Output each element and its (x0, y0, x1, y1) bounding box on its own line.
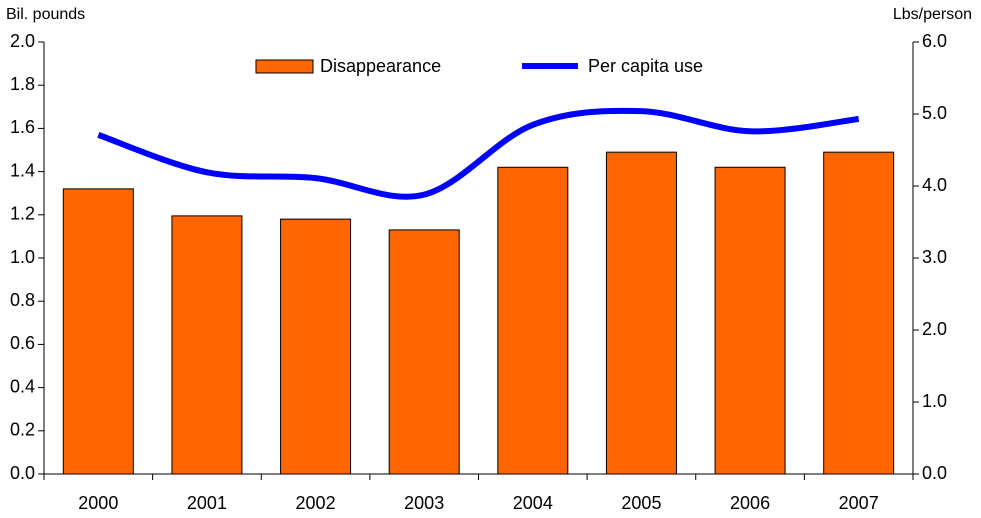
x-tick-label: 2005 (621, 493, 661, 513)
y-tick-label: 0.0 (10, 463, 35, 483)
y2-tick-label: 0.0 (922, 463, 947, 483)
y-tick-label: 1.8 (10, 74, 35, 94)
legend-swatch (255, 59, 314, 74)
y2-axis-title: Lbs/person (893, 6, 972, 23)
x-tick-label: 2002 (296, 493, 336, 513)
y-axis-title: Bil. pounds (6, 6, 85, 23)
bar (497, 166, 569, 475)
bar (171, 215, 243, 475)
y-tick-label: 1.4 (10, 160, 35, 180)
y2-tick-label: 6.0 (922, 31, 947, 51)
legend-label: Per capita use (588, 56, 703, 76)
x-tick-label: 2004 (513, 493, 553, 513)
x-tick-label: 2006 (730, 493, 770, 513)
y2-tick-label: 5.0 (922, 103, 947, 123)
bar (605, 151, 677, 475)
y-tick-label: 0.8 (10, 290, 35, 310)
bar (388, 229, 460, 475)
y2-tick-label: 2.0 (922, 319, 947, 339)
bar (823, 151, 895, 475)
y2-tick-label: 3.0 (922, 247, 947, 267)
bar (62, 188, 134, 475)
x-tick-label: 2000 (78, 493, 118, 513)
y-tick-label: 0.4 (10, 376, 35, 396)
x-tick-label: 2001 (187, 493, 227, 513)
x-tick-label: 2007 (839, 493, 879, 513)
bar (714, 166, 786, 475)
legend-label: Disappearance (320, 56, 441, 76)
line (97, 107, 860, 200)
y-tick-label: 1.2 (10, 204, 35, 224)
y2-tick-label: 1.0 (922, 391, 947, 411)
x-tick-label: 2003 (404, 493, 444, 513)
y-tick-label: 0.2 (10, 420, 35, 440)
y-tick-label: 0.6 (10, 333, 35, 353)
y-tick-label: 1.6 (10, 117, 35, 137)
y-tick-label: 2.0 (10, 31, 35, 51)
y2-tick-label: 4.0 (922, 175, 947, 195)
y-tick-label: 1.0 (10, 247, 35, 267)
bar (280, 218, 352, 475)
